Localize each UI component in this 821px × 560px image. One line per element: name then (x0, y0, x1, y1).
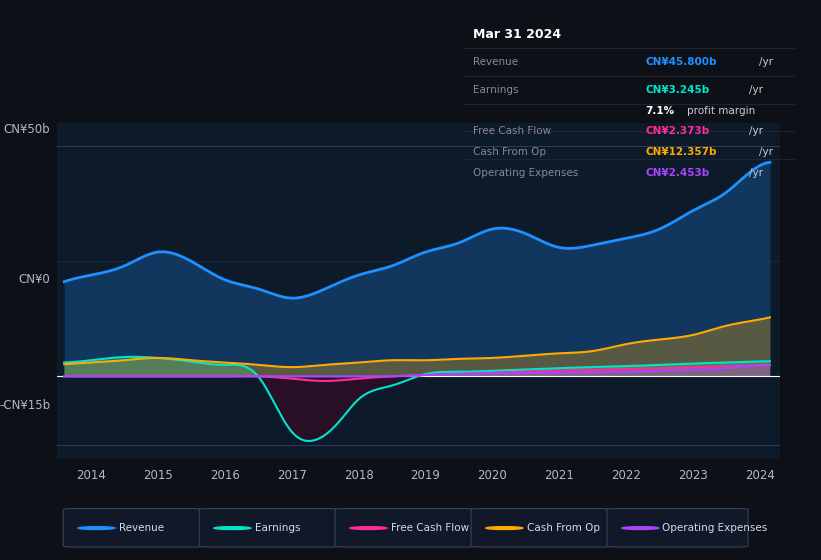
Text: Cash From Op: Cash From Op (473, 147, 546, 157)
Text: CN¥2.453b: CN¥2.453b (645, 168, 709, 178)
Text: CN¥45.800b: CN¥45.800b (645, 57, 717, 67)
Text: Free Cash Flow: Free Cash Flow (391, 523, 469, 533)
Text: /yr: /yr (749, 127, 763, 137)
FancyBboxPatch shape (63, 508, 204, 547)
Text: profit margin: profit margin (686, 105, 755, 115)
Text: Cash From Op: Cash From Op (526, 523, 599, 533)
Text: Operating Expenses: Operating Expenses (473, 168, 578, 178)
Text: /yr: /yr (749, 168, 763, 178)
Text: Mar 31 2024: Mar 31 2024 (473, 27, 561, 41)
Text: -CN¥15b: -CN¥15b (0, 399, 50, 412)
Text: CN¥50b: CN¥50b (3, 123, 50, 136)
Text: /yr: /yr (759, 57, 773, 67)
FancyBboxPatch shape (471, 508, 612, 547)
Text: CN¥3.245b: CN¥3.245b (645, 85, 709, 95)
Text: Revenue: Revenue (119, 523, 163, 533)
FancyBboxPatch shape (607, 508, 748, 547)
Circle shape (486, 526, 523, 530)
Circle shape (350, 526, 387, 530)
Circle shape (621, 526, 658, 530)
Text: Operating Expenses: Operating Expenses (663, 523, 768, 533)
Text: /yr: /yr (759, 147, 773, 157)
Text: CN¥12.357b: CN¥12.357b (645, 147, 717, 157)
FancyBboxPatch shape (335, 508, 476, 547)
Text: Earnings: Earnings (473, 85, 518, 95)
Text: 7.1%: 7.1% (645, 105, 674, 115)
Text: Revenue: Revenue (473, 57, 518, 67)
Circle shape (78, 526, 115, 530)
Text: /yr: /yr (749, 85, 763, 95)
Circle shape (214, 526, 251, 530)
Text: Free Cash Flow: Free Cash Flow (473, 127, 551, 137)
Text: Earnings: Earnings (255, 523, 300, 533)
Text: CN¥0: CN¥0 (19, 273, 50, 286)
FancyBboxPatch shape (200, 508, 340, 547)
Text: CN¥2.373b: CN¥2.373b (645, 127, 709, 137)
